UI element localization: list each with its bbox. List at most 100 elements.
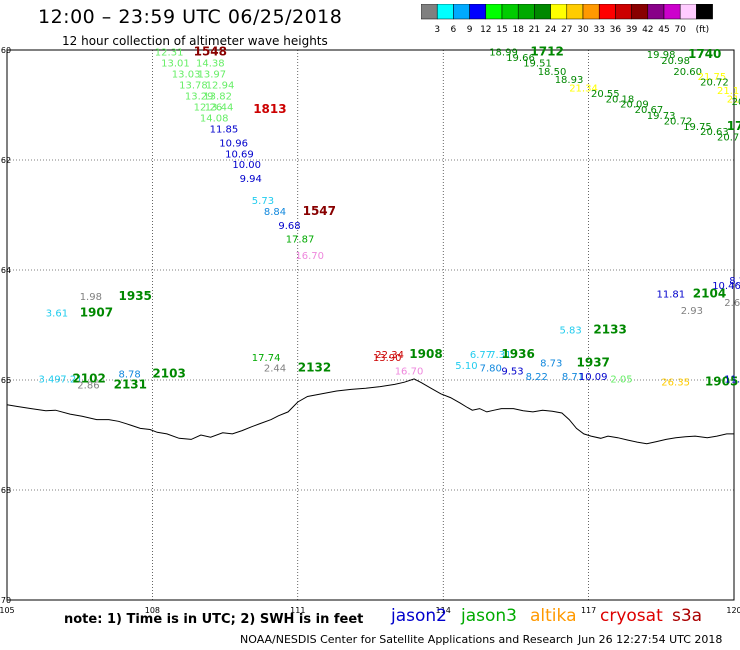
footer-note: note: 1) Time is in UTC; 2) SWH is in fe… — [64, 612, 364, 627]
lon-tick-label: 117 — [581, 606, 596, 615]
wave-height-label: 12.31 — [155, 48, 184, 59]
wave-height-label: 11.85 — [210, 125, 239, 136]
wave-height-label: 20.73 — [717, 133, 740, 144]
wave-height-label: 19.75 — [683, 122, 712, 133]
wave-height-label: 1.98 — [80, 292, 102, 303]
pass-time-label: 1712 — [530, 45, 563, 59]
pass-time-label: 2132 — [298, 361, 331, 375]
colorbar-tick: 3 — [434, 25, 440, 35]
wave-height-label: 13.78 — [179, 81, 208, 92]
pass-time-label: 1547 — [303, 204, 336, 218]
wave-height-label: 20.72 — [664, 116, 693, 127]
wave-height-label: 8.73 — [540, 358, 562, 369]
colorbar-swatch — [631, 4, 649, 20]
lon-tick-label: 105 — [0, 606, 15, 615]
pass-time-label: 2104 — [693, 287, 726, 301]
wave-height-label: 17.74 — [252, 353, 281, 364]
wave-height-label: 22.34 — [375, 350, 404, 361]
wave-height-label: 20.09 — [620, 100, 649, 111]
lat-tick-label: 66 — [1, 376, 11, 385]
wave-height-label: 20.55 — [591, 89, 620, 100]
wave-height-label: 20.63 — [700, 127, 729, 138]
lat-tick-label: 60 — [1, 46, 11, 55]
wave-height-label: 2.86 — [77, 380, 99, 391]
wave-height-label: 17.87 — [286, 235, 315, 246]
colorbar-tick: 27 — [561, 25, 572, 35]
wave-height-label: 14.38 — [196, 59, 225, 70]
wave-height-label: 6.77 — [470, 350, 492, 361]
wave-height-label: 13.90 — [373, 353, 402, 364]
wave-height-label: 16.70 — [295, 251, 324, 262]
colorbar-swatch — [421, 4, 438, 20]
wave-height-label: 26.35 — [661, 378, 690, 389]
wave-height-label: 2.93 — [681, 306, 703, 317]
pass-time-label: 1907 — [80, 306, 113, 320]
wave-height-label: 5.10 — [455, 361, 477, 372]
colorbar-swatch — [517, 4, 535, 20]
lat-tick-label: 64 — [1, 266, 11, 275]
pass-time-label: 1937 — [577, 355, 610, 369]
wave-height-label: 9.94 — [240, 174, 262, 185]
wave-height-label: 11.93 — [724, 375, 740, 386]
wave-height-label: 18.50 — [538, 67, 567, 78]
generated-timestamp: Jun 26 12:27:54 UTC 2018 — [578, 633, 723, 646]
wave-height-label: 14.08 — [200, 114, 229, 125]
wave-height-label: 18.93 — [555, 75, 584, 86]
wave-height-label: 13.82 — [203, 92, 232, 103]
legend-cryosat: cryosat — [600, 606, 663, 626]
wave-height-label: 7.21 — [60, 375, 82, 386]
colorbar-swatch — [501, 4, 519, 20]
colorbar-swatch — [663, 4, 681, 20]
wave-height-label: 8.71 — [562, 372, 584, 383]
colorbar-swatch — [679, 4, 697, 20]
colorbar-swatch — [436, 4, 454, 20]
colorbar-tick: 12 — [480, 25, 491, 35]
pass-time-label: 1935 — [119, 289, 152, 303]
wave-height-label: 12.94 — [206, 81, 235, 92]
wave-height-label: 7.31 — [489, 350, 511, 361]
colorbar-swatch — [453, 4, 470, 20]
colorbar-swatch — [485, 4, 503, 20]
coastline — [6, 378, 734, 445]
colorbar-tick: 70 — [674, 25, 686, 35]
lat-tick-label: 70 — [1, 596, 11, 605]
colorbar-swatch — [566, 4, 584, 20]
wave-height-label: 13.29 — [185, 92, 214, 103]
legend-s3a: s3a — [672, 606, 703, 626]
wave-height-label: 2.05 — [610, 375, 632, 386]
wave-height-label: 19.98 — [647, 50, 676, 61]
wave-height-label: 9.53 — [501, 367, 523, 378]
colorbar-swatch — [469, 4, 487, 20]
wave-height-label: 10.00 — [232, 160, 261, 171]
wave-height-label: 8.22 — [526, 372, 548, 383]
wave-height-label: 20.67 — [635, 105, 664, 116]
colorbar-swatch — [598, 4, 616, 20]
wave-height-label: 20.60 — [673, 67, 702, 78]
pass-time-label: 2131 — [114, 377, 147, 391]
wave-height-label: 8.84 — [264, 207, 286, 218]
wave-height-label: 10.96 — [219, 138, 248, 149]
wave-height-label: 18.99 — [489, 48, 518, 59]
pass-time-label: 2102 — [72, 372, 105, 386]
colorbar-tick: 39 — [626, 25, 638, 35]
wave-height-label: 2.44 — [264, 364, 286, 375]
colorbar-unit: (ft) — [696, 25, 710, 35]
colorbar-swatch — [582, 4, 600, 20]
wave-height-label: 13.44 — [205, 103, 234, 114]
colorbar-swatch — [550, 4, 568, 20]
colorbar-tick: 33 — [593, 25, 604, 35]
wave-height-label: 21.34 — [569, 83, 598, 94]
colorbar-tick: 21 — [529, 25, 540, 35]
legend-altika: altika — [530, 606, 577, 626]
colorbar-tick: 45 — [658, 25, 669, 35]
pass-time-label: 1813 — [253, 102, 286, 116]
wave-height-label: 13.01 — [161, 59, 190, 70]
map-subtitle: 12 hour collection of altimeter wave hei… — [62, 34, 328, 48]
lon-tick-label: 120 — [726, 606, 740, 615]
colorbar-tick: 24 — [545, 25, 557, 35]
wave-height-label: 9.68 — [278, 221, 300, 232]
pass-time-label: 1908 — [409, 347, 442, 361]
wave-height-label: 5.83 — [560, 325, 582, 336]
colorbar-swatch — [615, 4, 632, 20]
